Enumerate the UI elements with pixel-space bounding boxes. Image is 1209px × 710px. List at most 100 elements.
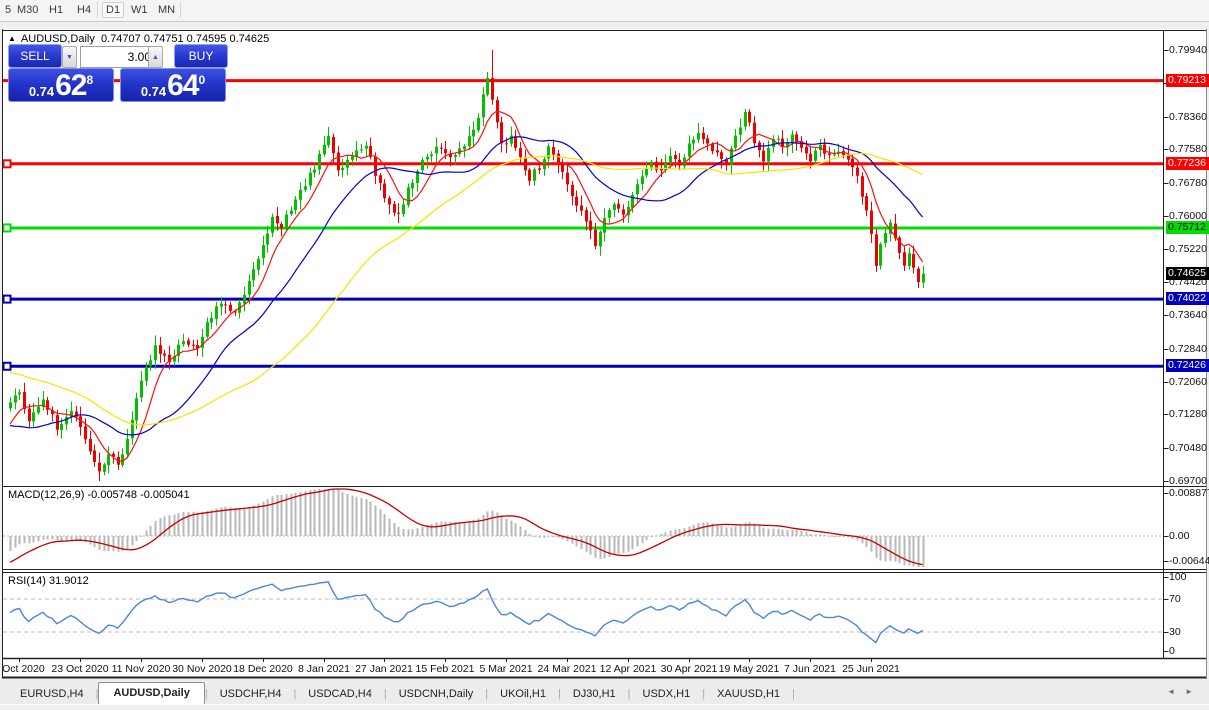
chart-title: ▲ AUDUSD,Daily 0.74707 0.74751 0.74595 0.…: [8, 33, 269, 45]
price-axis-label: 0.79940: [1169, 44, 1207, 56]
sell-price-prefix: 0.74: [28, 84, 55, 99]
timeframe-button-h1[interactable]: H1: [49, 4, 64, 16]
symbol-tab-bar: EURUSD,H4 | AUDUSD,Daily | USDCHF,H4 | USDCAD,…: [0, 680, 1209, 705]
timeframe-button-w1[interactable]: W1: [131, 4, 148, 16]
date-axis-label: 5 Oct 2020: [0, 663, 45, 675]
date-axis-label: 23 Oct 2020: [51, 663, 109, 675]
sell-price-big: 62: [55, 69, 87, 102]
sell-button[interactable]: SELL: [8, 44, 62, 68]
date-axis-label: 5 Mar 2021: [479, 663, 533, 675]
toolbar-separator: [97, 2, 98, 18]
hline-anchor-handle[interactable]: [2, 159, 12, 169]
buy-price-big: 64: [167, 69, 199, 102]
tab-separator: |: [627, 688, 631, 700]
chart-ohlc-values: 0.74707 0.74751 0.74595 0.74625: [101, 33, 270, 45]
date-axis-label: 27 Jan 2021: [355, 663, 413, 675]
tab-separator: |: [792, 688, 795, 700]
date-axis-label: 19 May 2021: [718, 663, 780, 675]
date-axis-label: 18 Dec 2020: [233, 663, 293, 675]
rsi-axis-label: 100: [1169, 571, 1187, 583]
price-axis-label: 0.77580: [1169, 143, 1207, 155]
hline-price-badge: 0.74022: [1166, 292, 1209, 305]
collapse-triangle-icon[interactable]: ▲: [8, 34, 16, 43]
buy-price-prefix: 0.74: [140, 84, 167, 99]
hline-price-badge: 0.72426: [1166, 359, 1209, 372]
symbol-tab-usdcnh[interactable]: USDCNH,Daily: [398, 688, 474, 700]
sell-price-pipette: 8: [86, 73, 94, 87]
symbol-tab-eurusd[interactable]: EURUSD,H4: [20, 688, 84, 700]
tab-separator: |: [95, 688, 99, 700]
rsi-axis-label: 70: [1169, 593, 1181, 605]
rsi-axis-label: 30: [1169, 626, 1181, 638]
buy-price-pipette: 0: [198, 73, 206, 87]
volume-decrease-button[interactable]: ▼: [62, 46, 77, 68]
timeframe-button-5[interactable]: 5: [5, 4, 12, 16]
current-price-badge: 0.74625: [1166, 267, 1209, 280]
window-bottom-strip: [0, 704, 1209, 710]
rsi-name: RSI(14): [8, 575, 46, 587]
tab-scroll-right-icon[interactable]: ►: [1185, 687, 1203, 696]
timeframe-toolbar: 5 M30 H1 H4 D1 W1 MN: [0, 0, 1209, 22]
price-axis-label: 0.70480: [1169, 442, 1207, 454]
price-axis-label: 0.76780: [1169, 177, 1207, 189]
timeframe-button-m30[interactable]: M30: [17, 4, 39, 16]
price-axis-label: 0.72840: [1169, 343, 1207, 355]
price-axis-label: 0.72060: [1169, 376, 1207, 388]
price-axis-label: 0.73640: [1169, 309, 1207, 321]
volume-increase-button[interactable]: ▲: [148, 46, 163, 68]
price-axis-label: 0.76000: [1169, 210, 1207, 222]
tab-scroll-left-icon[interactable]: ◄: [1167, 687, 1186, 696]
timeframe-button-h4[interactable]: H4: [77, 4, 92, 16]
tab-separator: |: [383, 688, 387, 700]
hline-anchor-handle[interactable]: [2, 294, 12, 304]
macd-indicator-label: MACD(12,26,9) -0.005748 -0.005041: [8, 489, 190, 501]
symbol-tab-xauusd[interactable]: XAUUSD,H1: [717, 688, 781, 700]
date-axis-label: 11 Nov 2020: [111, 663, 171, 675]
tab-separator: |: [485, 688, 489, 700]
price-axis-label: 0.78360: [1169, 111, 1207, 123]
tab-separator: |: [293, 688, 297, 700]
rsi-axis-label: 0: [1169, 645, 1175, 657]
hline-anchor-handle[interactable]: [2, 361, 12, 371]
one-click-trading-panel: SELL ▼ 3.00 ▲ BUY 0.74 62 8 0.74 64 0: [8, 43, 228, 103]
price-axis-label: 0.69700: [1169, 475, 1207, 487]
macd-axis-label: 0.00: [1169, 530, 1190, 542]
tab-separator: |: [558, 688, 561, 700]
tab-separator: |: [702, 688, 706, 700]
date-axis-label: 30 Apr 2021: [660, 663, 718, 675]
tab-separator: |: [204, 688, 208, 700]
buy-price-panel[interactable]: 0.74 64 0: [120, 68, 226, 102]
sell-price-panel[interactable]: 0.74 62 8: [8, 68, 114, 102]
hline-price-badge: 0.77236: [1166, 157, 1209, 170]
macd-axis-label: -0.006445: [1169, 555, 1209, 567]
symbol-tab-dj30[interactable]: DJ30,H1: [572, 688, 616, 700]
volume-input[interactable]: 3.00: [80, 46, 156, 68]
hline-price-badge: 0.75712: [1166, 221, 1209, 234]
symbol-tab-usdchf[interactable]: USDCHF,H4: [219, 688, 282, 700]
chart-symbol-label: AUDUSD,Daily: [20, 33, 95, 45]
date-axis-label: 30 Nov 2020: [172, 663, 232, 675]
symbol-tab-ukoil[interactable]: UKOil,H1: [500, 688, 546, 700]
hline-price-badge: 0.79213: [1166, 74, 1209, 87]
buy-button[interactable]: BUY: [174, 44, 228, 68]
date-axis-label: 15 Feb 2021: [415, 663, 475, 675]
price-axis-label: 0.75220: [1169, 243, 1207, 255]
hline-anchor-handle[interactable]: [2, 223, 12, 233]
price-axis-label: 0.71280: [1169, 408, 1207, 420]
date-axis-label: 12 Apr 2021: [599, 663, 657, 675]
tab-scroll-arrows[interactable]: ◄►: [1167, 687, 1203, 696]
macd-values: -0.005748 -0.005041: [87, 489, 190, 501]
toolbar-separator: [180, 2, 181, 18]
symbol-tab-usdcad[interactable]: USDCAD,H4: [308, 688, 372, 700]
macd-axis-label: 0.008877: [1169, 487, 1209, 499]
rsi-value: 31.9012: [48, 575, 89, 587]
date-axis-label: 8 Jan 2021: [298, 663, 350, 675]
timeframe-button-mn[interactable]: MN: [158, 4, 176, 16]
timeframe-button-d1[interactable]: D1: [102, 2, 125, 18]
symbol-tab-usdx[interactable]: USDX,H1: [642, 688, 691, 700]
date-axis-label: 7 Jun 2021: [784, 663, 836, 675]
rsi-indicator-label: RSI(14) 31.9012: [8, 575, 89, 587]
symbol-tab-audusd[interactable]: AUDUSD,Daily: [98, 682, 205, 705]
